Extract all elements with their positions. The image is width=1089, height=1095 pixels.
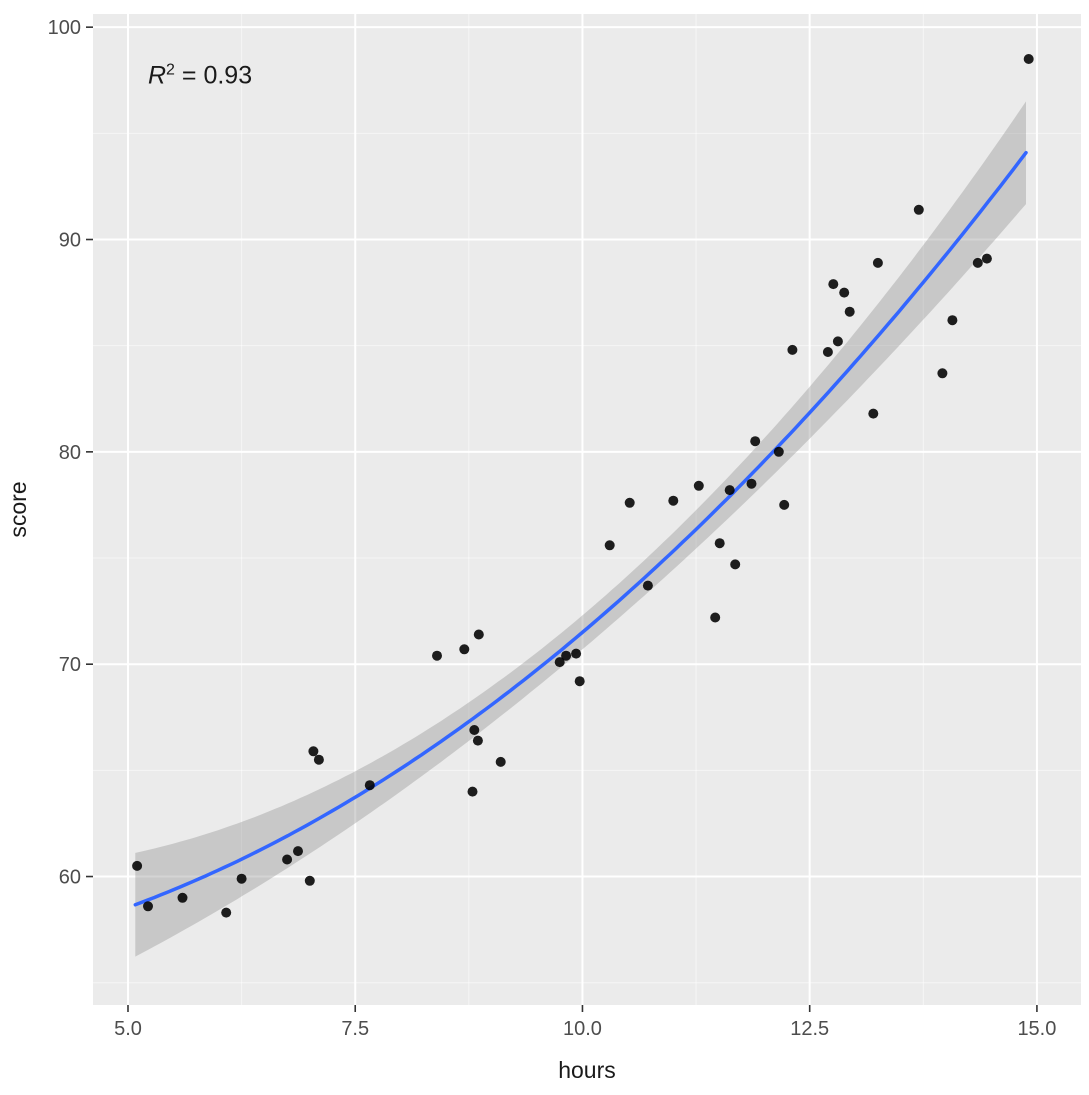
data-point	[469, 725, 480, 735]
data-point	[832, 336, 843, 347]
data-point	[473, 629, 484, 640]
data-point	[432, 650, 442, 661]
data-point	[714, 538, 725, 549]
data-point	[132, 860, 143, 871]
grid-major	[93, 14, 1081, 1005]
data-point	[730, 559, 741, 570]
confidence-band	[135, 101, 1027, 957]
data-point	[554, 657, 565, 668]
data-point	[746, 478, 757, 489]
x-axis-tick-label: 5.0	[114, 1018, 142, 1040]
data-point	[221, 907, 232, 918]
data-point	[624, 497, 635, 508]
data-point	[313, 754, 324, 765]
data-point	[459, 644, 470, 655]
y-axis-tick-label: 60	[59, 867, 81, 889]
data-point	[177, 892, 188, 903]
y-axis-title: score	[5, 481, 31, 537]
data-point	[750, 436, 761, 447]
x-axis-tick-label: 10.0	[563, 1018, 602, 1040]
data-point	[693, 480, 704, 491]
data-point	[937, 368, 948, 379]
y-axis-tick-label: 80	[59, 442, 81, 464]
data-point	[828, 279, 839, 290]
data-points	[132, 54, 1034, 918]
data-point	[872, 257, 883, 268]
data-point	[282, 854, 293, 865]
data-point	[844, 306, 855, 317]
data-point	[1023, 54, 1034, 64]
data-point	[364, 780, 375, 791]
panel-background	[93, 14, 1081, 1005]
x-axis-tick-label: 15.0	[1017, 1018, 1056, 1040]
data-point	[574, 676, 585, 687]
data-point	[839, 287, 850, 298]
data-point	[710, 612, 721, 623]
data-point	[668, 495, 679, 506]
data-point	[779, 499, 790, 510]
data-point	[472, 735, 483, 746]
data-point	[143, 901, 153, 912]
y-axis-tick-label: 70	[59, 654, 81, 676]
data-point	[571, 648, 582, 659]
smooth-regression-line	[133, 150, 1028, 907]
data-point	[773, 446, 784, 457]
data-point	[561, 650, 572, 661]
grid-minor	[93, 14, 1081, 1005]
r-squared-annotation: R2 = 0.93	[148, 61, 252, 89]
data-point	[822, 347, 833, 357]
data-point	[724, 485, 735, 496]
x-axis-title: hours	[558, 1057, 616, 1083]
data-point	[981, 253, 992, 264]
data-point	[913, 204, 924, 215]
data-point	[293, 846, 303, 857]
data-point	[236, 873, 247, 884]
axis-tick-marks	[86, 26, 1038, 1012]
data-point	[604, 540, 615, 551]
x-axis-tick-label: 7.5	[341, 1018, 369, 1040]
y-axis-tick-label: 90	[59, 230, 81, 252]
data-point	[642, 580, 653, 591]
x-axis-tick-label: 12.5	[790, 1018, 829, 1040]
data-point	[495, 756, 506, 767]
y-axis-tick-label: 100	[48, 17, 81, 39]
data-point	[304, 875, 315, 886]
data-point	[972, 257, 983, 268]
data-point	[787, 344, 798, 355]
data-point	[868, 408, 879, 419]
data-point	[947, 315, 958, 326]
data-point	[467, 786, 478, 797]
data-point	[308, 746, 319, 757]
